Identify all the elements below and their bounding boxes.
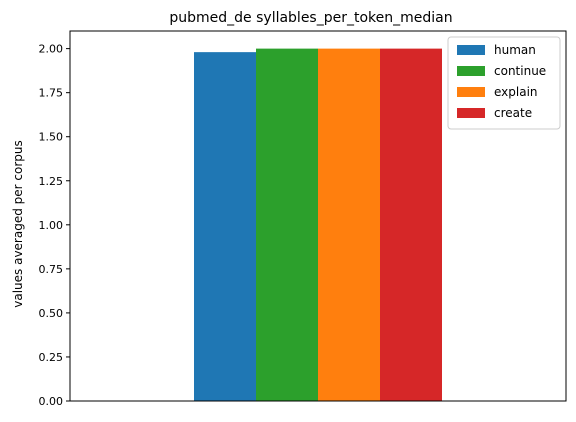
- legend-swatch-create: [457, 108, 485, 118]
- bar-human: [194, 52, 256, 402]
- y-tick-label: 1.00: [39, 219, 64, 232]
- legend-swatch-explain: [457, 87, 485, 97]
- legend-label-continue: continue: [494, 64, 546, 78]
- axes-layer: 0.00 0.25 0.50 0.75 1.00 1.25 1.50 1.75 2.00: [39, 30, 567, 408]
- y-tick-label: 2.00: [39, 43, 64, 56]
- legend-label-explain: explain: [494, 85, 538, 99]
- legend-label-human: human: [494, 43, 536, 57]
- legend-swatch-continue: [457, 66, 485, 76]
- y-tick-label: 0.75: [39, 263, 64, 276]
- bar-continue: [256, 48, 318, 401]
- bar-create: [380, 48, 442, 401]
- y-axis-label: values averaged per corpus: [11, 140, 25, 308]
- y-tick-label: 1.25: [39, 175, 64, 188]
- y-tick-label: 0.50: [39, 307, 64, 320]
- y-tick-label: 0.25: [39, 351, 64, 364]
- y-tick-label: 1.75: [39, 87, 64, 100]
- legend-box: [447, 36, 561, 130]
- bar-explain: [318, 48, 380, 401]
- legend-swatch-human: [457, 45, 485, 55]
- legend-label-create: create: [494, 106, 532, 120]
- y-tick-label: 0.00: [39, 395, 64, 408]
- chart-title: pubmed_de syllables_per_token_median: [169, 10, 452, 26]
- y-tick-label: 1.50: [39, 131, 64, 144]
- bars-layer: [194, 48, 442, 402]
- plot-frame: [69, 30, 567, 402]
- legend: human continue explain create: [447, 36, 561, 130]
